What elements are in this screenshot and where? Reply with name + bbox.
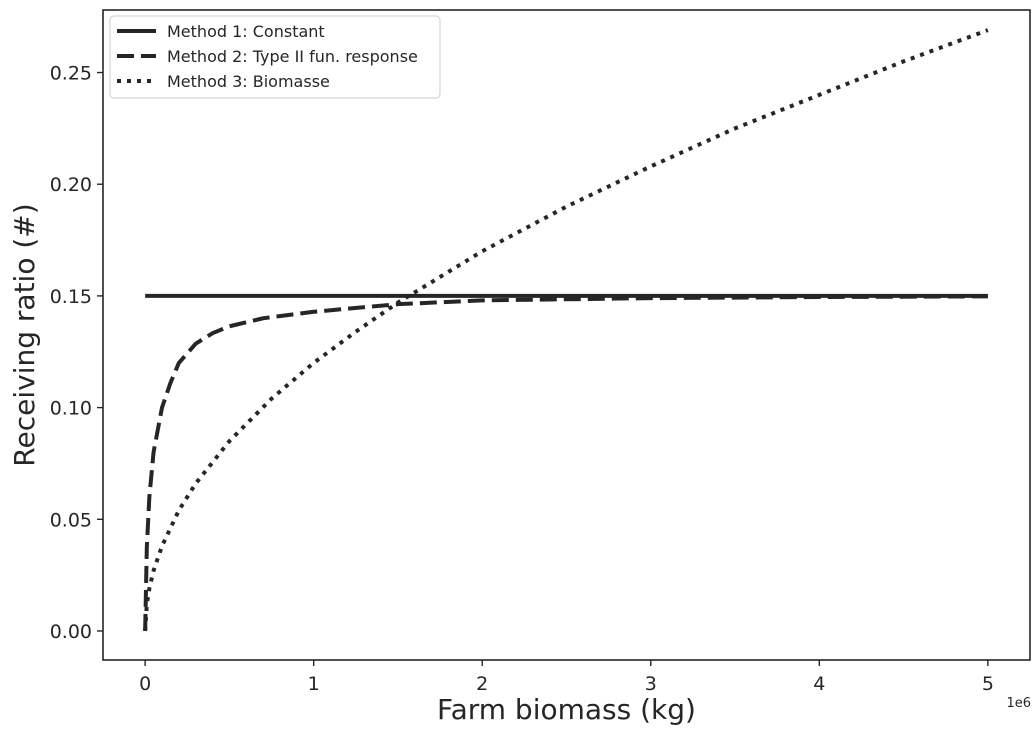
plot-area <box>103 10 1030 660</box>
legend: Method 1: Constant Method 2: Type II fun.… <box>109 15 441 99</box>
x-axis: 0 1 2 3 4 5 <box>139 660 994 695</box>
x-tick-label: 2 <box>476 673 488 695</box>
y-axis: 0.00 0.05 0.10 0.15 0.20 0.25 <box>50 63 103 643</box>
x-tick-label: 5 <box>982 673 994 695</box>
x-axis-label: Farm biomass (kg) <box>437 693 696 726</box>
series-line-2 <box>143 294 988 632</box>
x-tick-label: 0 <box>139 673 151 695</box>
series-line-3 <box>143 28 989 632</box>
legend-label: Method 2: Type II fun. response <box>167 47 418 66</box>
y-tick-label: 0.20 <box>50 174 92 196</box>
y-tick-label: 0.00 <box>50 621 92 643</box>
legend-label: Method 3: Biomasse <box>167 72 330 91</box>
y-axis-label: Receiving ratio (#) <box>8 203 41 466</box>
plot-frame <box>102 9 1031 661</box>
y-tick-label: 0.15 <box>50 286 92 308</box>
x-tick-label: 1 <box>308 673 320 695</box>
x-axis-offset-label: 1e6 <box>1006 696 1031 711</box>
series-layer <box>143 28 989 632</box>
y-tick-label: 0.25 <box>50 63 92 85</box>
y-tick-label: 0.05 <box>50 509 92 531</box>
x-tick-label: 3 <box>645 673 657 695</box>
x-tick-label: 4 <box>813 673 825 695</box>
legend-box <box>109 15 441 99</box>
legend-label: Method 1: Constant <box>167 22 325 41</box>
y-tick-label: 0.10 <box>50 398 92 420</box>
